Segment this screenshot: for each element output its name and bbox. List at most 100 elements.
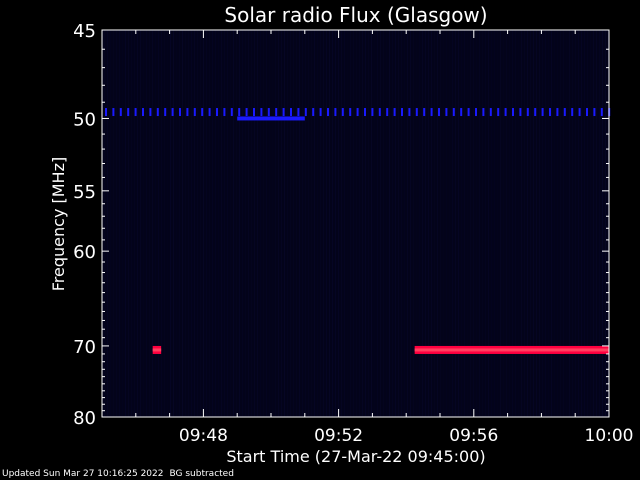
noise-streak	[440, 30, 441, 417]
noise-streak	[152, 30, 153, 417]
noise-streak	[572, 30, 573, 417]
noise-streak	[548, 30, 549, 417]
noise-streak	[248, 30, 249, 417]
interference-mark	[105, 108, 107, 117]
interference-mark	[334, 108, 337, 117]
noise-streak	[401, 30, 402, 417]
noise-streak	[326, 30, 327, 417]
y-tick-label: 45	[73, 21, 96, 42]
noise-streak	[212, 30, 213, 417]
noise-streak	[362, 30, 363, 417]
y-tick-label: 70	[73, 337, 96, 358]
interference-mark	[393, 108, 396, 117]
interference-mark	[171, 108, 174, 117]
updated-timestamp: Updated Sun Mar 27 10:16:25 2022	[2, 469, 164, 479]
noise-streak	[167, 30, 168, 417]
noise-streak	[308, 30, 309, 417]
interference-mark	[186, 108, 189, 117]
x-axis: 09:48 09:52 09:56 10:00	[135, 30, 634, 446]
noise-streak	[404, 30, 405, 417]
noise-streak	[293, 30, 294, 417]
interference-mark	[275, 108, 278, 117]
noise-streak	[521, 30, 522, 417]
y-axis-label: Frequency [MHz]	[49, 157, 68, 291]
noise-streak	[344, 30, 345, 417]
noise-streak	[197, 30, 198, 417]
noise-streak	[584, 30, 585, 417]
interference-mark	[267, 108, 270, 117]
noise-streak	[515, 30, 516, 417]
interference-mark	[378, 108, 381, 117]
noise-streak	[491, 30, 492, 417]
x-tick-label: 09:56	[449, 426, 498, 446]
interference-band	[237, 116, 305, 121]
noise-streak	[299, 30, 300, 417]
noise-streak	[446, 30, 447, 417]
noise-streak	[596, 30, 597, 417]
noise-streak	[530, 30, 531, 417]
interference-mark	[430, 108, 433, 117]
noise-streak	[509, 30, 510, 417]
interference-mark	[497, 108, 500, 117]
noise-streak	[140, 30, 141, 417]
interference-mark	[253, 108, 255, 117]
noise-streak	[251, 30, 252, 417]
noise-streak	[194, 30, 195, 417]
noise-streak	[479, 30, 480, 417]
noise-streak	[218, 30, 219, 417]
noise-streak	[173, 30, 174, 417]
interference-mark	[371, 108, 374, 117]
noise-streak	[110, 30, 111, 417]
interference-mark	[512, 108, 514, 117]
noise-streak	[176, 30, 177, 417]
noise-streak	[158, 30, 159, 417]
noise-streak	[242, 30, 243, 417]
noise-streak	[332, 30, 333, 417]
x-tick-label: 09:52	[314, 426, 363, 446]
y-tick-label: 60	[73, 242, 96, 263]
noise-streak	[146, 30, 147, 417]
noise-streak	[224, 30, 225, 417]
noise-streak	[368, 30, 369, 417]
interference-mark	[179, 108, 181, 117]
noise-streak	[545, 30, 546, 417]
noise-streak	[380, 30, 381, 417]
noise-streak	[359, 30, 360, 417]
y-tick-label: 80	[73, 408, 96, 429]
interference-mark	[586, 108, 588, 117]
noise-streak	[473, 30, 474, 417]
interference-mark	[223, 108, 226, 117]
noise-streak	[290, 30, 291, 417]
noise-streak	[266, 30, 267, 417]
noise-streak	[428, 30, 429, 417]
noise-streak	[527, 30, 528, 417]
interference-mark	[408, 108, 411, 117]
interference-mark	[526, 108, 529, 117]
plot-area	[102, 30, 609, 417]
interference-mark	[534, 108, 537, 117]
noise-streak	[317, 30, 318, 417]
noise-streak	[575, 30, 576, 417]
interference-mark	[386, 108, 389, 117]
noise-streak	[581, 30, 582, 417]
interference-mark	[519, 108, 522, 117]
noise-streak	[107, 30, 108, 417]
noise-streak	[149, 30, 150, 417]
bg-subtracted-note: BG subtracted	[169, 469, 234, 479]
noise-streak	[503, 30, 504, 417]
interference-mark	[423, 108, 426, 117]
noise-streak	[143, 30, 144, 417]
noise-streak	[377, 30, 378, 417]
interference-mark	[482, 108, 485, 117]
noise-streak	[533, 30, 534, 417]
noise-streak	[311, 30, 312, 417]
noise-streak	[494, 30, 495, 417]
noise-streak	[386, 30, 387, 417]
noise-streak	[236, 30, 237, 417]
noise-streak	[560, 30, 561, 417]
interference-mark	[319, 108, 322, 117]
noise-streak	[164, 30, 165, 417]
noise-streak	[257, 30, 258, 417]
noise-streak	[227, 30, 228, 417]
